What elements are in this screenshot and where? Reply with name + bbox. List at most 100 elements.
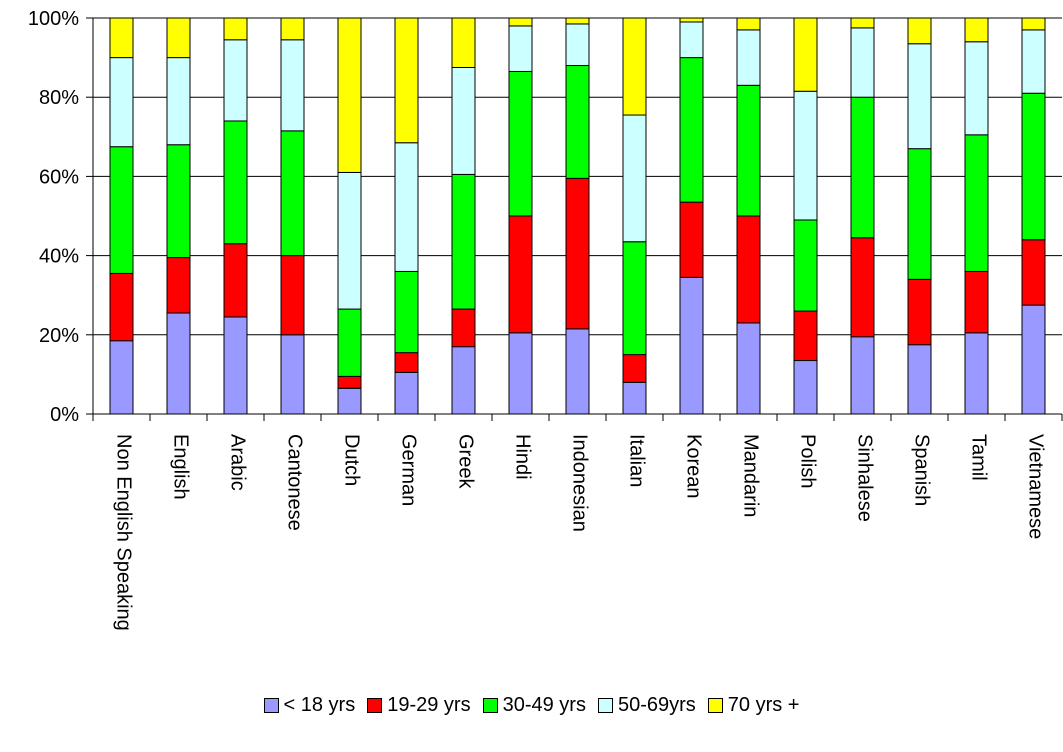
bar-segment [622, 381, 647, 415]
bar-segment [109, 340, 134, 415]
bar-segment [451, 308, 476, 348]
bar-segment [622, 114, 647, 243]
bar-segment [109, 272, 134, 342]
bar-segment [565, 177, 590, 330]
bar-segment [964, 17, 989, 43]
bar-segment [679, 201, 704, 278]
legend-swatch [367, 698, 383, 713]
legend-item: < 18 yrs [263, 694, 355, 717]
bar-segment [850, 237, 875, 338]
bar-segment [736, 29, 761, 86]
bar-segment [508, 25, 533, 72]
bar-segment [907, 278, 932, 346]
bar-segment [964, 270, 989, 334]
bar-segment [850, 336, 875, 415]
bar-segment [451, 173, 476, 310]
bar-segment [679, 276, 704, 415]
bar-segment [451, 17, 476, 68]
y-tick-label: 60% [39, 166, 79, 188]
x-tick-label: Indonesian [569, 434, 591, 532]
bar-segment [223, 39, 248, 122]
bar-segment [166, 144, 191, 259]
bar-segment [394, 371, 419, 415]
legend-swatch [263, 698, 279, 713]
bar-segment [1021, 239, 1046, 306]
bar-segment [451, 67, 476, 175]
bar-segment [394, 352, 419, 373]
x-tick-label: Vietnamese [1025, 434, 1047, 539]
legend-label: 50-69yrs [617, 694, 696, 716]
y-tick-label: 100% [28, 8, 79, 30]
bar-segment [850, 17, 875, 29]
bar-segment [964, 41, 989, 136]
bar-segment [109, 17, 134, 59]
bar-segment [451, 346, 476, 415]
x-tick-label: Greek [455, 434, 477, 489]
bar-segment [166, 257, 191, 314]
x-tick-label: Arabic [227, 434, 249, 491]
x-tick-label: Dutch [341, 434, 363, 486]
bar-segment [793, 360, 818, 415]
bar-segment [907, 344, 932, 415]
legend: < 18 yrs 19-29 yrs 30-49 yrs 50-69yrs 70 yrs… [0, 694, 1063, 717]
bar-segment [793, 17, 818, 92]
y-tick-label: 40% [39, 246, 79, 268]
legend-swatch [482, 698, 498, 713]
legend-item: 30-49 yrs [482, 694, 586, 717]
bar-segment [394, 270, 419, 354]
bar-segment [337, 387, 362, 415]
bar-segment [223, 316, 248, 415]
legend-label: 30-49 yrs [502, 694, 586, 716]
x-tick-label: English [170, 434, 192, 500]
y-tick-label: 80% [39, 87, 79, 109]
bar-segment [907, 148, 932, 280]
y-tick-label: 0% [50, 404, 79, 426]
legend-item: 19-29 yrs [367, 694, 471, 717]
bar-segment [508, 17, 533, 27]
bar-segment [337, 375, 362, 389]
bar-segment [394, 17, 419, 144]
bar-segment [736, 322, 761, 415]
bar-segment [679, 57, 704, 203]
legend-label: 70 yrs + [727, 694, 800, 716]
x-tick-label: Korean [683, 434, 705, 499]
bar-segment [223, 243, 248, 318]
bar-segment [1021, 92, 1046, 241]
bar-segment [565, 17, 590, 25]
x-tick-label: Italian [626, 434, 648, 487]
bar-segment [223, 17, 248, 41]
bar-segment [508, 215, 533, 334]
bar-segment [166, 17, 191, 59]
bar-segment [622, 241, 647, 356]
bar-segment [793, 219, 818, 312]
bar-segment [394, 142, 419, 272]
x-tick-label: Hindi [512, 434, 534, 480]
bar-segment [223, 120, 248, 245]
bar-segment [964, 332, 989, 415]
bar-segment [565, 65, 590, 179]
legend-swatch [707, 698, 723, 713]
bar-segment [736, 215, 761, 324]
bar-segment [337, 171, 362, 310]
y-tick-label: 20% [39, 325, 79, 347]
stacked-bar-chart: 0% 20% 40% 60% 80% 100% Non English Speaking En… [28, 8, 1063, 631]
bar-segment [280, 130, 305, 257]
legend-swatch [597, 698, 613, 713]
bar-segment [850, 96, 875, 239]
x-tick-label: Polish [797, 434, 819, 488]
bar-segment [280, 39, 305, 132]
x-tick-label: Mandarin [740, 434, 762, 517]
bar-segment [679, 17, 704, 23]
x-tick-label: Non English Speaking [113, 434, 135, 631]
bar-segment [508, 332, 533, 415]
x-tick-label: Spanish [911, 434, 933, 506]
bar-segment [679, 21, 704, 59]
bar-segment [109, 57, 134, 148]
bar-segment [280, 334, 305, 415]
bar-segment [337, 308, 362, 377]
bar-segment [280, 255, 305, 336]
bar-segment [337, 17, 362, 173]
legend-item: 50-69yrs [597, 694, 696, 717]
bar-segment [622, 354, 647, 383]
